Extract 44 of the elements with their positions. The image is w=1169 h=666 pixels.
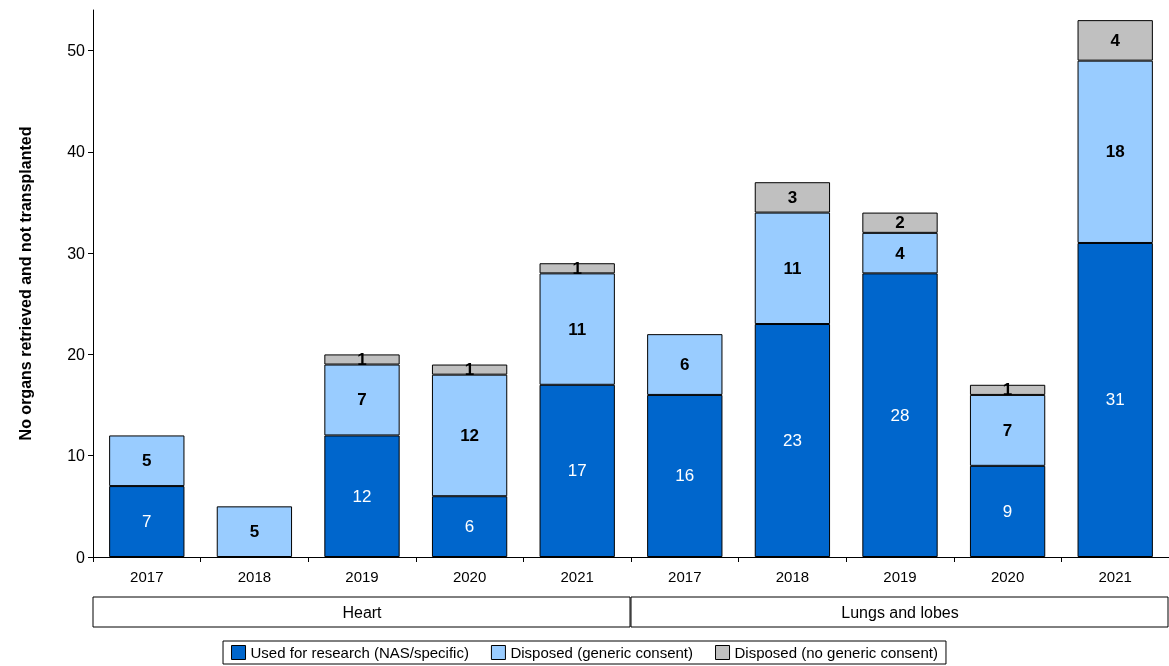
data-label: 4 — [1110, 30, 1121, 50]
y-tick-label: 40 — [67, 143, 86, 161]
data-label: 12 — [460, 425, 480, 445]
data-label: 12 — [352, 486, 372, 506]
data-label: 16 — [675, 466, 695, 486]
data-label: 7 — [357, 390, 367, 410]
y-tick-label: 10 — [67, 447, 86, 465]
data-label: 5 — [249, 522, 260, 542]
x-tick-label: 2021 — [1098, 568, 1132, 585]
data-label: 28 — [890, 405, 910, 425]
data-label: 7 — [142, 512, 152, 532]
data-label: 6 — [680, 355, 690, 375]
y-tick-label: 30 — [67, 244, 86, 262]
data-label: 5 — [142, 451, 152, 471]
data-label: 31 — [1105, 390, 1125, 410]
data-label: 4 — [895, 243, 906, 263]
data-label: 3 — [787, 187, 798, 207]
x-tick-label: 2021 — [560, 568, 594, 585]
legend-label: Used for research (NAS/specific) — [250, 644, 469, 661]
x-tick-label: 2017 — [668, 568, 702, 585]
data-label: 2 — [895, 213, 905, 233]
data-label: 9 — [1002, 501, 1013, 521]
x-tick-label: 2017 — [130, 568, 164, 585]
data-label: 7 — [1002, 420, 1013, 440]
data-label: 11 — [568, 319, 587, 339]
legend-label: Disposed (no generic consent) — [734, 644, 938, 661]
data-label: 6 — [464, 517, 475, 537]
data-label: 11 — [783, 258, 802, 278]
text: Lungs and lobes — [841, 603, 959, 621]
data-label: 17 — [567, 461, 587, 481]
x-tick-label: 2019 — [883, 568, 917, 585]
x-tick-label: 2020 — [452, 568, 487, 585]
y-tick-label: 50 — [67, 42, 86, 60]
y-tick-label: 0 — [76, 548, 86, 566]
text: Heart — [342, 603, 383, 621]
x-tick-label: 2019 — [345, 568, 379, 585]
x-tick-label: 2018 — [775, 568, 810, 585]
x-tick-label: 2020 — [990, 568, 1025, 585]
data-label: 18 — [1105, 142, 1125, 162]
x-tick-label: 2018 — [237, 568, 272, 585]
y-tick-label: 20 — [67, 345, 86, 363]
y-axis-title: No organs retrieved and not transplanted — [16, 126, 34, 441]
data-label: 23 — [782, 431, 802, 451]
legend-label: Disposed (generic consent) — [510, 644, 694, 661]
